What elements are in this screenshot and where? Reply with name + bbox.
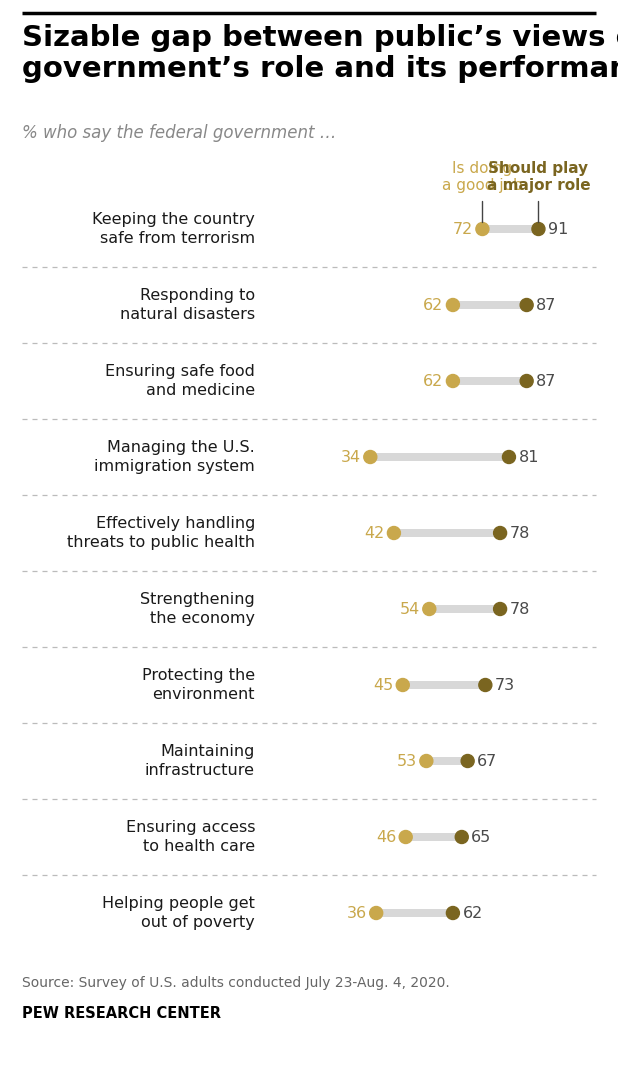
Text: 62: 62 (423, 298, 443, 313)
Text: Helping people get
out of poverty: Helping people get out of poverty (102, 896, 255, 930)
Circle shape (455, 831, 468, 844)
Text: Protecting the
environment: Protecting the environment (142, 668, 255, 702)
Circle shape (387, 527, 400, 540)
Text: 65: 65 (472, 830, 491, 845)
Circle shape (396, 679, 409, 692)
Text: 36: 36 (347, 906, 366, 921)
Text: 45: 45 (373, 678, 393, 693)
Circle shape (446, 299, 459, 312)
Bar (370, 453, 509, 460)
Circle shape (446, 907, 459, 920)
Circle shape (399, 831, 412, 844)
Bar (405, 833, 462, 841)
Circle shape (476, 223, 489, 236)
Text: 73: 73 (495, 678, 515, 693)
Text: 87: 87 (536, 374, 557, 389)
Bar (453, 301, 527, 310)
Text: 54: 54 (400, 602, 420, 617)
Text: Is doing
a good job: Is doing a good job (442, 161, 523, 193)
Circle shape (479, 679, 492, 692)
Text: 46: 46 (376, 830, 396, 845)
Circle shape (520, 375, 533, 388)
Text: 53: 53 (397, 754, 417, 769)
Text: Sizable gap between public’s views of
government’s role and its performance: Sizable gap between public’s views of go… (22, 24, 618, 84)
Bar (376, 909, 453, 917)
Text: Source: Survey of U.S. adults conducted July 23-Aug. 4, 2020.: Source: Survey of U.S. adults conducted … (22, 976, 450, 990)
Text: 78: 78 (510, 602, 530, 617)
Circle shape (423, 603, 436, 616)
Bar (426, 757, 468, 765)
Text: Ensuring safe food
and medicine: Ensuring safe food and medicine (105, 364, 255, 397)
Text: Effectively handling
threats to public health: Effectively handling threats to public h… (67, 516, 255, 550)
Text: 42: 42 (364, 526, 384, 541)
Text: Should play
a major role: Should play a major role (486, 161, 590, 193)
Text: 78: 78 (510, 526, 530, 541)
Bar (483, 225, 538, 233)
Circle shape (370, 907, 383, 920)
Text: 91: 91 (548, 222, 569, 237)
Bar (403, 681, 485, 689)
Text: 67: 67 (477, 754, 497, 769)
Circle shape (494, 527, 507, 540)
Text: 34: 34 (341, 450, 361, 465)
Circle shape (461, 755, 474, 768)
Circle shape (532, 223, 545, 236)
Circle shape (420, 755, 433, 768)
Bar (394, 529, 500, 536)
Text: Keeping the country
safe from terrorism: Keeping the country safe from terrorism (92, 212, 255, 245)
Text: Responding to
natural disasters: Responding to natural disasters (120, 288, 255, 321)
Text: 62: 62 (462, 906, 483, 921)
Circle shape (494, 603, 507, 616)
Circle shape (520, 299, 533, 312)
Circle shape (502, 451, 515, 464)
Text: Managing the U.S.
immigration system: Managing the U.S. immigration system (95, 440, 255, 473)
Bar (453, 377, 527, 386)
Circle shape (364, 451, 377, 464)
Text: Maintaining
infrastructure: Maintaining infrastructure (145, 744, 255, 778)
Text: 81: 81 (519, 450, 539, 465)
Circle shape (446, 375, 459, 388)
Text: 72: 72 (452, 222, 473, 237)
Text: Ensuring access
to health care: Ensuring access to health care (125, 820, 255, 854)
Text: PEW RESEARCH CENTER: PEW RESEARCH CENTER (22, 1006, 221, 1021)
Text: 62: 62 (423, 374, 443, 389)
Text: Strengthening
the economy: Strengthening the economy (140, 592, 255, 626)
Bar (430, 605, 500, 613)
Text: 87: 87 (536, 298, 557, 313)
Text: % who say the federal government …: % who say the federal government … (22, 124, 336, 142)
